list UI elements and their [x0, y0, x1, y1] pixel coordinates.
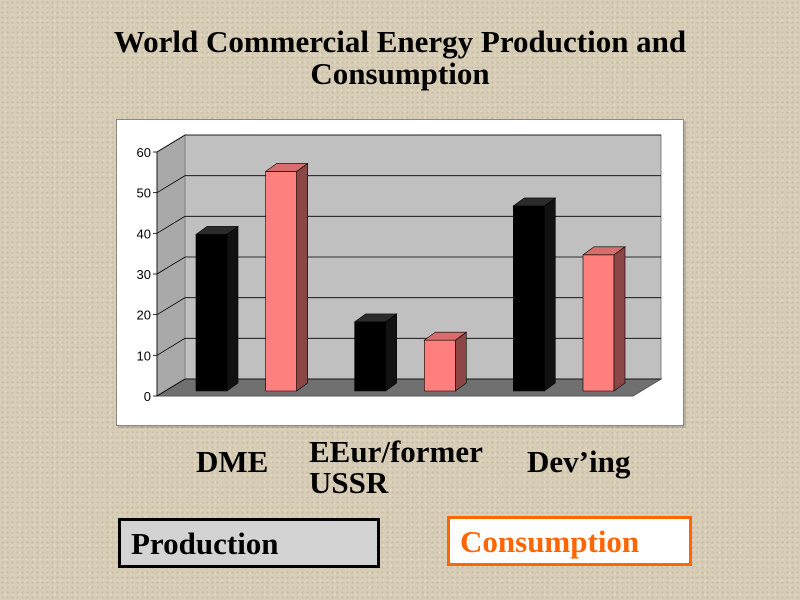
bar-production-3 — [512, 197, 557, 392]
chart-title-line-1: World Commercial Energy Production and — [113, 24, 687, 59]
legend-consumption-label: Consumption — [460, 524, 640, 559]
chart-title-line-2: Consumption — [310, 56, 490, 91]
bar-consumption-1 — [264, 162, 309, 392]
legend-production-label: Production — [131, 526, 279, 561]
gridline — [156, 297, 661, 316]
chart-area: 0 10 20 30 40 50 60 — [116, 119, 684, 426]
legend-production: Production — [118, 518, 380, 568]
category-label-deving: Dev’ing — [527, 444, 631, 479]
y-tick-label: 40 — [137, 226, 151, 241]
bar-production-1 — [195, 225, 239, 392]
y-tick-label: 10 — [137, 348, 151, 363]
y-tick-label: 30 — [137, 267, 151, 282]
y-tick-label: 0 — [144, 389, 151, 404]
gridline — [156, 256, 661, 275]
gridline — [156, 134, 661, 153]
gridline — [156, 215, 661, 234]
gridline — [156, 378, 661, 397]
bar-chart: 0 10 20 30 40 50 60 — [137, 134, 663, 404]
bar-consumption-2 — [423, 331, 468, 392]
bar-consumption-3 — [582, 246, 626, 392]
legend-consumption: Consumption — [447, 516, 692, 566]
gridline — [156, 175, 661, 194]
bar-production-2 — [353, 313, 398, 392]
chart-title: World Commercial Energy Production and C… — [0, 26, 800, 90]
gridline — [156, 337, 661, 356]
y-tick-label: 20 — [137, 308, 151, 323]
y-tick-label: 50 — [137, 186, 151, 201]
category-label-eeur: EEur/former USSR — [309, 434, 483, 500]
category-label-dme: DME — [196, 444, 269, 479]
y-tick-label: 60 — [137, 145, 151, 160]
